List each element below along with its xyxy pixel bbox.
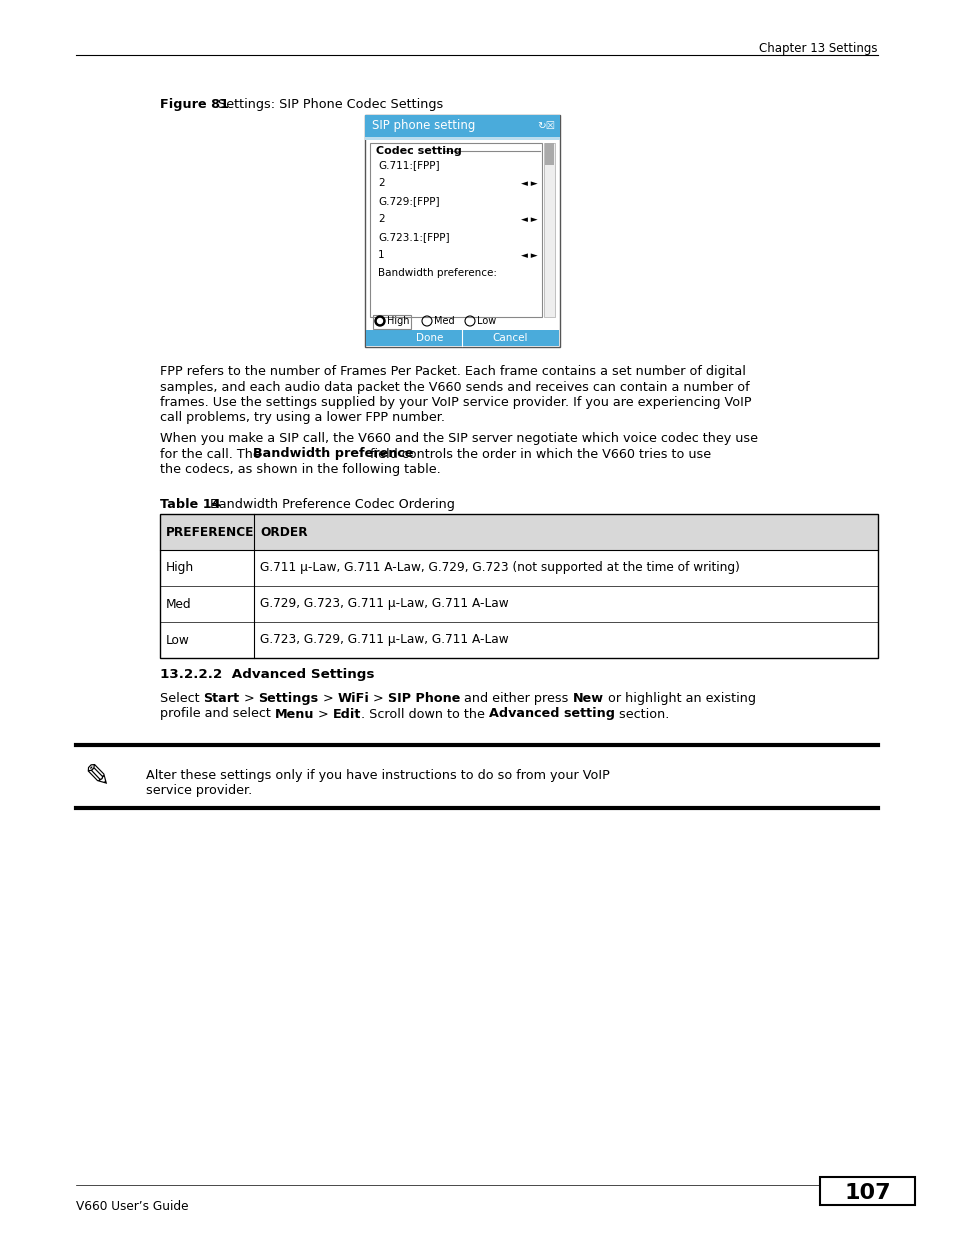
- Text: Codec setting: Codec setting: [375, 146, 461, 156]
- Text: Low: Low: [476, 316, 496, 326]
- Text: ORDER: ORDER: [260, 526, 307, 538]
- Text: G.723.1:[FPP]: G.723.1:[FPP]: [377, 232, 449, 242]
- Text: Med: Med: [166, 598, 192, 610]
- Text: ↻☒: ↻☒: [537, 121, 555, 131]
- Text: frames. Use the settings supplied by your VoIP service provider. If you are expe: frames. Use the settings supplied by you…: [160, 396, 751, 409]
- Text: ◄ ►: ◄ ►: [521, 179, 537, 188]
- Bar: [373, 315, 411, 329]
- Text: Settings: Settings: [258, 692, 318, 705]
- Text: . Scroll down to the: . Scroll down to the: [361, 708, 489, 720]
- Bar: [366, 330, 558, 346]
- Text: G.729:[FPP]: G.729:[FPP]: [377, 196, 439, 206]
- Text: >: >: [239, 692, 258, 705]
- Text: FPP refers to the number of Frames Per Packet. Each frame contains a set number : FPP refers to the number of Frames Per P…: [160, 366, 745, 378]
- Text: Chapter 13 Settings: Chapter 13 Settings: [759, 42, 877, 56]
- Bar: [365, 115, 559, 347]
- Text: 2: 2: [377, 178, 384, 188]
- Text: High: High: [166, 562, 193, 574]
- Text: New: New: [572, 692, 603, 705]
- Text: for the call. The: for the call. The: [160, 447, 265, 461]
- Text: SIP phone setting: SIP phone setting: [372, 120, 475, 132]
- Text: Low: Low: [166, 634, 190, 646]
- Bar: [160, 514, 877, 658]
- Text: Done: Done: [416, 333, 443, 343]
- Circle shape: [377, 319, 382, 324]
- Text: Cancel: Cancel: [492, 333, 527, 343]
- Text: or highlight an existing: or highlight an existing: [603, 692, 755, 705]
- Text: section.: section.: [615, 708, 669, 720]
- Text: call problems, try using a lower FPP number.: call problems, try using a lower FPP num…: [160, 411, 444, 425]
- Text: G.723, G.729, G.711 μ-Law, G.711 A-Law: G.723, G.729, G.711 μ-Law, G.711 A-Law: [260, 634, 508, 646]
- Text: ✎: ✎: [84, 762, 110, 790]
- Bar: [370, 143, 541, 317]
- Bar: [820, 1177, 914, 1205]
- Text: Figure 81: Figure 81: [160, 98, 229, 111]
- Text: 2: 2: [377, 214, 384, 224]
- Text: >: >: [318, 692, 337, 705]
- Text: SIP Phone: SIP Phone: [388, 692, 460, 705]
- Text: ◄ ►: ◄ ►: [521, 251, 537, 259]
- Text: Settings: SIP Phone Codec Settings: Settings: SIP Phone Codec Settings: [218, 98, 443, 111]
- Text: WiFi: WiFi: [337, 692, 369, 705]
- Text: High: High: [387, 316, 409, 326]
- Text: >: >: [314, 708, 333, 720]
- Text: ◄ ►: ◄ ►: [521, 215, 537, 224]
- Text: Table 14: Table 14: [160, 498, 220, 511]
- Bar: [365, 137, 559, 140]
- Text: Bandwidth Preference Codec Ordering: Bandwidth Preference Codec Ordering: [210, 498, 455, 511]
- Text: Med: Med: [434, 316, 455, 326]
- Text: 107: 107: [843, 1183, 890, 1203]
- Text: PREFERENCE: PREFERENCE: [166, 526, 254, 538]
- Text: G.729, G.723, G.711 μ-Law, G.711 A-Law: G.729, G.723, G.711 μ-Law, G.711 A-Law: [260, 598, 508, 610]
- Text: service provider.: service provider.: [146, 784, 252, 797]
- Text: samples, and each audio data packet the V660 sends and receives can contain a nu: samples, and each audio data packet the …: [160, 380, 749, 394]
- Bar: [543, 143, 555, 317]
- Bar: [160, 514, 877, 550]
- Text: Advanced setting: Advanced setting: [489, 708, 615, 720]
- Text: >: >: [369, 692, 388, 705]
- Circle shape: [375, 316, 385, 326]
- Text: and either press: and either press: [460, 692, 572, 705]
- Text: the codecs, as shown in the following table.: the codecs, as shown in the following ta…: [160, 463, 440, 475]
- Text: 13.2.2.2  Advanced Settings: 13.2.2.2 Advanced Settings: [160, 668, 375, 680]
- Text: When you make a SIP call, the V660 and the SIP server negotiate which voice code: When you make a SIP call, the V660 and t…: [160, 432, 758, 445]
- Text: field controls the order in which the V660 tries to use: field controls the order in which the V6…: [365, 447, 710, 461]
- Text: Bandwidth preference: Bandwidth preference: [253, 447, 413, 461]
- Text: Alter these settings only if you have instructions to do so from your VoIP: Alter these settings only if you have in…: [146, 768, 609, 782]
- Text: Bandwidth preference:: Bandwidth preference:: [377, 268, 497, 278]
- Bar: [544, 143, 554, 165]
- Text: profile and select: profile and select: [160, 708, 274, 720]
- Text: V660 User’s Guide: V660 User’s Guide: [76, 1200, 189, 1213]
- Text: Select: Select: [160, 692, 203, 705]
- Bar: [365, 115, 559, 137]
- Text: G.711:[FPP]: G.711:[FPP]: [377, 161, 439, 170]
- Text: 1: 1: [377, 249, 384, 261]
- Text: Menu: Menu: [274, 708, 314, 720]
- Text: G.711 μ-Law, G.711 A-Law, G.729, G.723 (not supported at the time of writing): G.711 μ-Law, G.711 A-Law, G.729, G.723 (…: [260, 562, 740, 574]
- Text: Edit: Edit: [333, 708, 361, 720]
- Text: Start: Start: [203, 692, 239, 705]
